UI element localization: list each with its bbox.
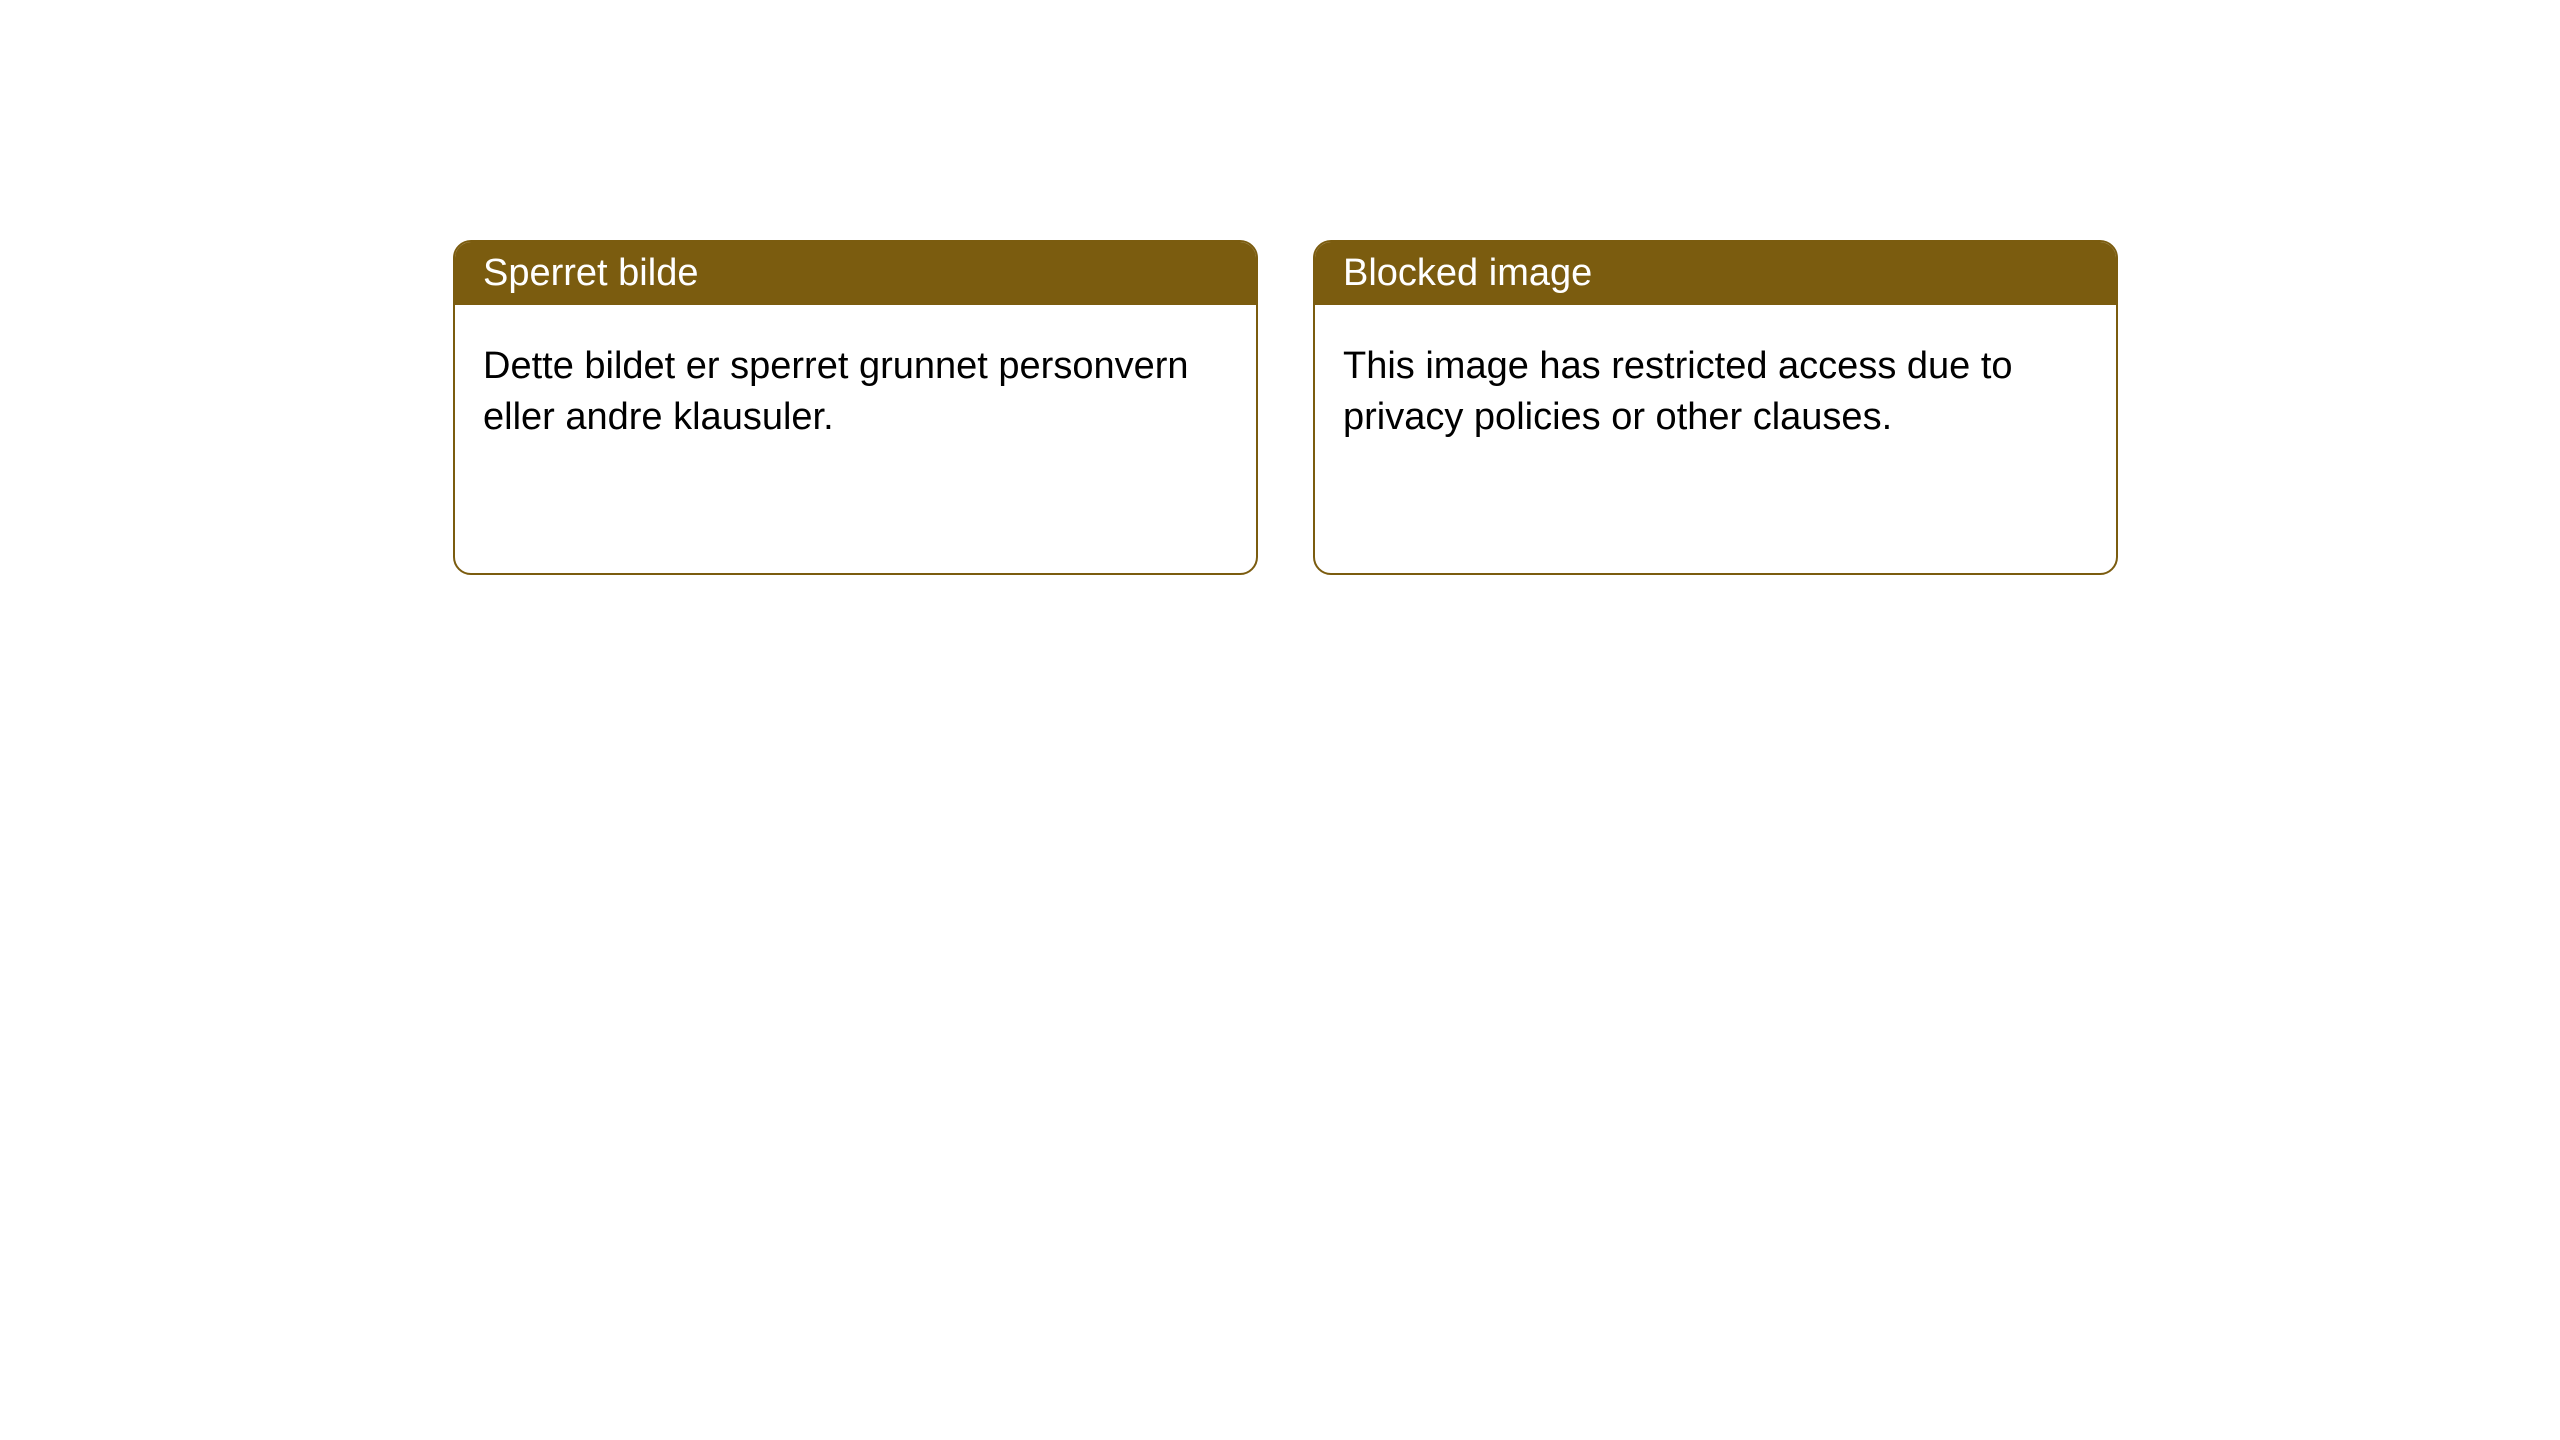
card-text-no: Dette bildet er sperret grunnet personve…	[483, 345, 1189, 438]
card-text-en: This image has restricted access due to …	[1343, 345, 2013, 438]
cards-container: Sperret bilde Dette bildet er sperret gr…	[0, 0, 2560, 575]
blocked-image-card-no: Sperret bilde Dette bildet er sperret gr…	[453, 240, 1258, 575]
card-body-no: Dette bildet er sperret grunnet personve…	[455, 305, 1256, 480]
blocked-image-card-en: Blocked image This image has restricted …	[1313, 240, 2118, 575]
card-body-en: This image has restricted access due to …	[1315, 305, 2116, 480]
card-title-en: Blocked image	[1343, 252, 1592, 294]
card-header-en: Blocked image	[1315, 242, 2116, 305]
card-header-no: Sperret bilde	[455, 242, 1256, 305]
card-title-no: Sperret bilde	[483, 252, 698, 294]
